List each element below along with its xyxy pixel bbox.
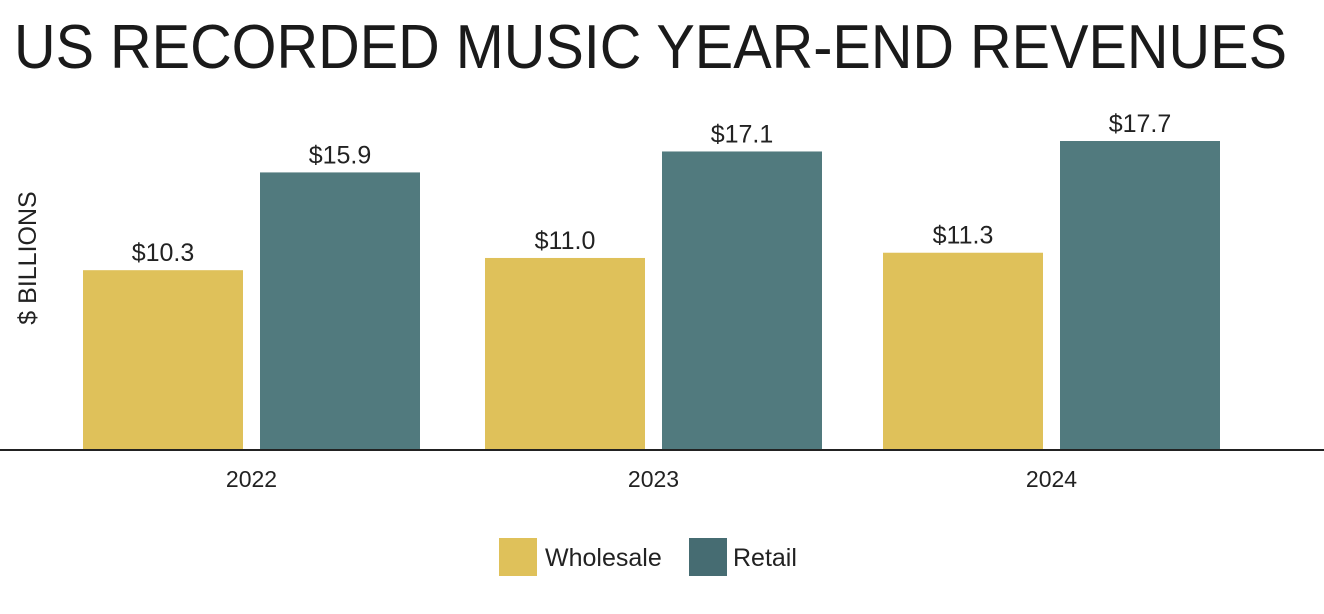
legend-swatch-wholesale — [499, 538, 537, 576]
data-label-wholesale-2023: $11.0 — [535, 227, 596, 255]
legend-swatch-retail — [689, 538, 727, 576]
bar-retail-2024 — [1060, 141, 1220, 450]
bar-wholesale-2022 — [83, 270, 243, 450]
bar-retail-2023 — [662, 151, 822, 450]
data-label-retail-2024: $17.7 — [1109, 110, 1172, 138]
data-label-wholesale-2022: $10.3 — [132, 239, 195, 267]
data-label-wholesale-2024: $11.3 — [933, 222, 994, 250]
data-label-retail-2023: $17.1 — [711, 120, 774, 148]
y-axis-label: $ BILLIONS — [14, 191, 42, 324]
bar-wholesale-2024 — [883, 252, 1043, 450]
data-label-retail-2022: $15.9 — [309, 141, 372, 169]
chart-title: US RECORDED MUSIC YEAR-END REVENUES — [14, 13, 1287, 82]
bar-wholesale-2023 — [485, 257, 645, 450]
legend: Wholesale Retail — [499, 538, 797, 576]
x-tick-2023: 2023 — [628, 466, 679, 492]
bar-retail-2022 — [260, 172, 420, 451]
x-tick-2024: 2024 — [1026, 466, 1077, 492]
legend-label-retail: Retail — [733, 544, 797, 572]
x-tick-2022: 2022 — [226, 466, 277, 492]
legend-label-wholesale: Wholesale — [545, 544, 662, 572]
